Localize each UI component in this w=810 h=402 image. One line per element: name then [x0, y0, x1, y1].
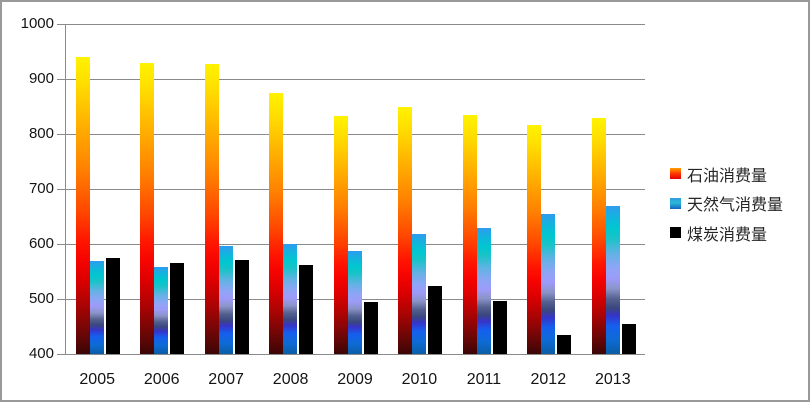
bar-oil-2007[interactable] [204, 63, 219, 354]
y-axis-tick-500 [57, 299, 65, 300]
y-axis-label-800: 800 [28, 125, 54, 142]
x-axis-label-2012: 2012 [530, 371, 567, 388]
bar-coal-2007[interactable] [234, 259, 249, 354]
x-axis-label-2006: 2006 [143, 371, 180, 388]
legend-item-coal[interactable]: 煤炭消费量 [670, 218, 783, 248]
x-axis-label-2011: 2011 [466, 371, 502, 388]
x-axis-label-2008: 2008 [272, 371, 309, 388]
y-axis-tick-900 [57, 79, 65, 80]
gridline-800 [65, 134, 645, 135]
y-axis-label-400: 400 [28, 345, 54, 362]
bar-gas-2011[interactable] [476, 228, 491, 354]
bar-gas-2007[interactable] [218, 246, 233, 354]
y-axis-label-500: 500 [28, 290, 54, 307]
gridline-600 [65, 244, 645, 245]
bar-gas-2012[interactable] [541, 213, 556, 355]
bar-coal-2010[interactable] [428, 286, 443, 354]
y-axis-tick-700 [57, 189, 65, 190]
bar-coal-2013[interactable] [621, 323, 636, 355]
bar-gas-2008[interactable] [283, 244, 298, 354]
bar-oil-2009[interactable] [333, 115, 348, 354]
bar-oil-2005[interactable] [76, 57, 90, 354]
legend-marker-gas-icon [670, 197, 681, 209]
bar-coal-2008[interactable] [299, 264, 314, 354]
x-axis-label-2005: 2005 [79, 371, 115, 388]
legend-label-oil: 石油消费量 [687, 167, 768, 185]
chart-legend: 石油消费量天然气消费量 煤炭消费量 [670, 159, 783, 248]
bar-coal-2006[interactable] [170, 263, 185, 355]
y-axis-tick-1000 [57, 24, 65, 25]
x-axis-label-2007: 2007 [208, 371, 244, 388]
y-axis-label-600: 600 [28, 235, 54, 252]
bar-gas-2013[interactable] [605, 206, 620, 354]
legend-label-gas: 天然气消费量 [687, 197, 784, 215]
bar-coal-2009[interactable] [363, 302, 378, 354]
legend-item-oil[interactable]: 石油消费量 [670, 159, 783, 189]
x-axis-label-2009: 2009 [337, 371, 373, 388]
x-axis-label-2010: 2010 [401, 371, 438, 388]
legend-marker-coal-icon [670, 227, 681, 239]
bar-gas-2010[interactable] [412, 233, 427, 354]
gridline-700 [65, 189, 645, 190]
x-axis-label-2013: 2013 [595, 371, 631, 388]
y-axis-line [65, 24, 66, 355]
gridline-400 [65, 354, 645, 355]
legend-item-gas[interactable]: 天然气消费量 [670, 189, 783, 219]
bar-coal-2012[interactable] [557, 334, 572, 355]
y-axis-tick-600 [57, 244, 65, 245]
y-axis-label-700: 700 [28, 180, 54, 197]
bar-oil-2010[interactable] [398, 107, 413, 354]
y-axis-tick-400 [57, 354, 65, 355]
y-axis-tick-800 [57, 134, 65, 135]
bar-gas-2009[interactable] [347, 250, 362, 354]
bar-oil-2008[interactable] [269, 93, 284, 354]
bar-oil-2006[interactable] [140, 62, 155, 354]
legend-label-coal: 煤炭消费量 [687, 226, 768, 244]
legend-marker-oil-icon [670, 168, 681, 180]
bar-oil-2011[interactable] [462, 114, 477, 355]
y-axis-label-900: 900 [28, 70, 54, 87]
bar-oil-2013[interactable] [591, 117, 606, 354]
gridline-1000 [65, 24, 645, 25]
bar-gas-2006[interactable] [154, 267, 169, 354]
bar-gas-2005[interactable] [90, 260, 104, 354]
gridline-900 [65, 79, 645, 80]
y-axis-label-1000: 1000 [20, 15, 54, 32]
bar-coal-2011[interactable] [492, 301, 507, 354]
bar-coal-2005[interactable] [106, 257, 120, 355]
bar-oil-2012[interactable] [527, 124, 542, 354]
